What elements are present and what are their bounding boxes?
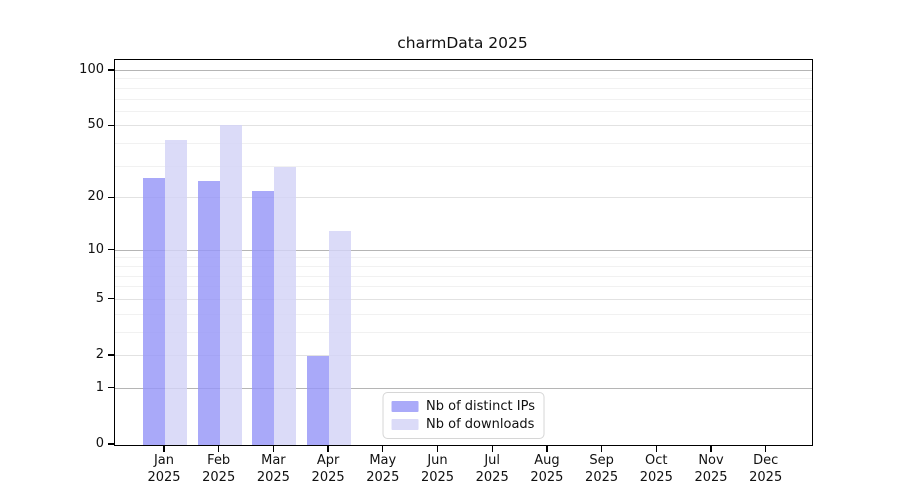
x-tick-jun xyxy=(436,445,439,452)
gridline-y-60 xyxy=(115,110,812,112)
y-tick-label-100: 100 xyxy=(79,62,104,77)
y-tick-10 xyxy=(108,249,114,251)
x-tick-feb xyxy=(218,445,220,452)
bar-downloads-apr xyxy=(329,231,352,445)
gridline-y-3 xyxy=(115,331,812,333)
gridline-y-100 xyxy=(115,70,812,71)
bar-distinct-ips-apr xyxy=(307,356,330,445)
x-tick-sep xyxy=(600,445,603,452)
y-tick-2 xyxy=(108,354,114,356)
y-tick-1 xyxy=(108,387,114,389)
gridline-y-20 xyxy=(115,197,812,199)
x-tick-label-jul: Jul 2025 xyxy=(475,453,509,485)
legend-swatch-downloads-icon xyxy=(391,419,419,430)
bar-distinct-ips-feb xyxy=(197,181,220,445)
gridline-y-10 xyxy=(115,249,812,251)
bar-downloads-jan xyxy=(165,140,187,445)
gridline-y-4 xyxy=(115,313,812,315)
y-tick-label-5: 5 xyxy=(95,290,104,306)
x-tick-label-jan: Jan 2025 xyxy=(147,453,181,485)
legend-swatch-distinct-ips-icon xyxy=(391,401,419,412)
legend: Nb of distinct IPs Nb of downloads xyxy=(382,392,545,439)
gridline-y-80 xyxy=(115,87,812,89)
x-tick-aug xyxy=(546,445,548,452)
y-tick-label-1: 1 xyxy=(95,379,104,395)
x-tick-may xyxy=(382,445,384,452)
x-tick-apr xyxy=(327,445,329,452)
y-tick-label-0: 0 xyxy=(95,436,104,451)
gridline-y-90 xyxy=(115,78,812,80)
y-tick-label-10: 10 xyxy=(87,241,104,257)
x-tick-label-sep: Sep 2025 xyxy=(585,453,619,485)
x-tick-label-aug: Aug 2025 xyxy=(530,453,564,485)
y-tick-label-50: 50 xyxy=(87,117,104,133)
y-tick-50 xyxy=(108,124,114,127)
bar-downloads-feb xyxy=(219,124,242,445)
gridline-y-8 xyxy=(115,265,812,267)
x-tick-label-may: May 2025 xyxy=(366,453,400,485)
y-tick-label-20: 20 xyxy=(87,189,104,205)
x-tick-nov xyxy=(710,445,712,452)
gridline-y-30 xyxy=(115,165,812,167)
gridline-y-9 xyxy=(115,257,812,259)
legend-item-downloads: Nb of downloads xyxy=(391,417,535,432)
gridline-y-6 xyxy=(115,286,812,288)
x-tick-jul xyxy=(491,445,493,452)
gridline-y-1 xyxy=(115,387,812,389)
x-tick-mar xyxy=(272,445,275,452)
legend-label-distinct-ips: Nb of distinct IPs xyxy=(426,399,535,414)
bar-distinct-ips-mar xyxy=(252,190,275,445)
gridline-y-70 xyxy=(115,98,812,100)
y-tick-5 xyxy=(108,298,114,300)
x-tick-label-dec: Dec 2025 xyxy=(749,453,783,485)
y-tick-100 xyxy=(108,69,114,71)
x-tick-oct xyxy=(655,445,657,452)
gridline-y-50 xyxy=(115,125,812,127)
x-tick-label-feb: Feb 2025 xyxy=(202,453,236,485)
y-tick-20 xyxy=(108,196,114,198)
x-tick-label-apr: Apr 2025 xyxy=(311,453,345,485)
y-tick-label-2: 2 xyxy=(95,347,104,362)
gridline-y-40 xyxy=(115,143,812,145)
x-tick-dec xyxy=(765,445,767,452)
y-tick-0 xyxy=(108,443,114,445)
bar-distinct-ips-jan xyxy=(143,177,165,445)
x-tick-label-mar: Mar 2025 xyxy=(256,453,290,485)
gridline-y-7 xyxy=(115,275,812,277)
x-tick-label-nov: Nov 2025 xyxy=(694,453,728,485)
x-tick-jan xyxy=(163,445,165,452)
legend-item-distinct-ips: Nb of distinct IPs xyxy=(391,399,535,414)
plot-area: Nb of distinct IPs Nb of downloads xyxy=(114,59,813,446)
chart-title: charmData 2025 xyxy=(397,34,528,52)
gridline-y-2 xyxy=(115,355,812,356)
x-tick-label-jun: Jun 2025 xyxy=(420,453,455,485)
x-tick-label-oct: Oct 2025 xyxy=(639,453,673,485)
legend-label-downloads: Nb of downloads xyxy=(426,417,535,432)
gridline-y-5 xyxy=(115,298,812,300)
bar-downloads-mar xyxy=(274,166,297,445)
